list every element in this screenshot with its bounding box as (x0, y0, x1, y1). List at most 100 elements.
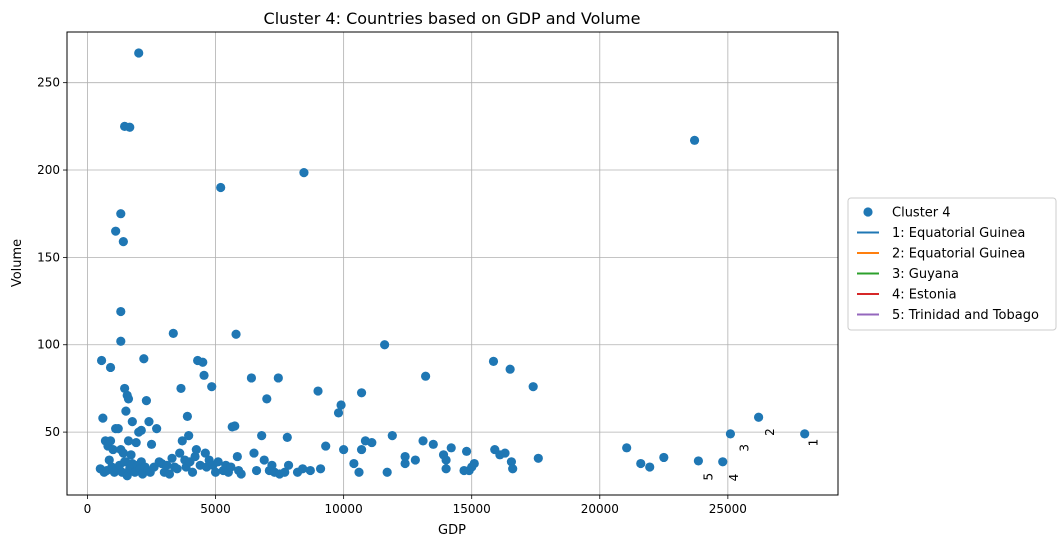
data-point (96, 355, 107, 366)
y-tick-label: 200 (37, 163, 60, 177)
data-point (354, 467, 364, 477)
data-point (123, 436, 134, 446)
data-point (469, 458, 479, 469)
data-point (125, 122, 135, 132)
data-point (380, 340, 390, 350)
data-point (313, 386, 323, 396)
data-point (315, 464, 326, 474)
data-point (461, 446, 472, 456)
data-point (172, 464, 182, 474)
data-point (127, 417, 137, 427)
data-point (400, 451, 410, 462)
data-point (336, 400, 346, 410)
x-tick-label: 20000 (581, 502, 619, 516)
data-point (349, 458, 359, 469)
data-point (116, 306, 126, 317)
y-tick-label: 50 (45, 425, 60, 439)
data-point (199, 370, 209, 380)
data-point (177, 436, 187, 446)
data-point (382, 467, 392, 477)
x-tick-label: 5000 (200, 502, 231, 516)
data-point (164, 469, 175, 479)
legend-label: Cluster 4 (892, 206, 951, 221)
data-point (421, 371, 431, 381)
legend-label: 1: Equatorial Guinea (892, 226, 1025, 241)
data-point (236, 469, 246, 479)
grid-lines (67, 32, 838, 495)
data-point (122, 471, 132, 481)
data-point (167, 453, 177, 463)
data-point (198, 357, 208, 367)
legend-label: 4: Estonia (892, 288, 957, 303)
data-point (116, 336, 126, 346)
data-point (162, 460, 172, 470)
data-point (152, 424, 162, 434)
data-point (441, 455, 451, 465)
data-point (213, 457, 223, 467)
data-point (105, 436, 116, 446)
data-point (441, 464, 451, 474)
data-point (139, 354, 149, 364)
data-point (134, 427, 144, 437)
y-tick-label: 100 (37, 338, 60, 352)
legend-label: 3: Guyana (892, 267, 959, 282)
data-point (98, 413, 108, 423)
data-point (251, 465, 262, 476)
data-point (299, 168, 309, 178)
data-point (123, 394, 134, 404)
data-point (232, 451, 242, 462)
data-point (267, 460, 277, 470)
data-point (262, 394, 272, 404)
data-point (108, 444, 118, 455)
data-point (191, 444, 201, 455)
x-tick-label: 10000 (325, 502, 363, 516)
legend-label: 5: Trinidad and Tobago (892, 308, 1039, 323)
data-point (387, 430, 397, 441)
y-tick-label: 150 (37, 250, 60, 264)
data-point (141, 396, 152, 406)
data-point (168, 328, 178, 338)
data-point (116, 209, 126, 219)
data-point (446, 443, 456, 453)
data-point (230, 421, 240, 431)
data-point (693, 456, 704, 466)
point-annotation: 5 (701, 473, 715, 481)
data-point (120, 383, 130, 394)
data-point (126, 450, 136, 460)
data-point (622, 443, 632, 453)
y-axis-label: Volume (10, 239, 25, 287)
data-point (725, 429, 736, 439)
data-point (645, 462, 655, 472)
data-point (257, 430, 267, 441)
data-point (231, 329, 241, 339)
data-point (259, 455, 269, 465)
data-point (800, 429, 810, 439)
data-point (134, 48, 144, 58)
data-point (418, 436, 428, 446)
data-point (207, 382, 217, 392)
data-point (339, 444, 349, 455)
data-point (282, 432, 292, 442)
data-point (689, 135, 700, 145)
data-point (753, 412, 764, 422)
point-annotation: 1 (807, 439, 821, 447)
axis-ticks: 0 5000 10000 15000 20000 25000 50 100 150 200 250 (37, 76, 747, 516)
data-point (182, 411, 192, 421)
data-point (356, 444, 367, 455)
data-point (200, 448, 210, 458)
data-point (400, 458, 410, 469)
data-point (636, 458, 646, 469)
x-tick-label: 15000 (453, 502, 491, 516)
chart-title: Cluster 4: Countries based on GDP and Vo… (264, 9, 641, 28)
data-point (111, 226, 121, 236)
data-point (659, 452, 669, 463)
data-point (533, 453, 543, 463)
data-point (121, 406, 131, 416)
data-point (113, 424, 123, 434)
data-point (210, 467, 221, 477)
x-axis-label: GDP (438, 523, 466, 538)
point-annotation: 4 (727, 474, 741, 482)
x-tick-label: 0 (84, 502, 92, 516)
legend: Cluster 4 1: Equatorial Guinea 2: Equatori… (847, 197, 1057, 331)
data-point (118, 237, 128, 247)
